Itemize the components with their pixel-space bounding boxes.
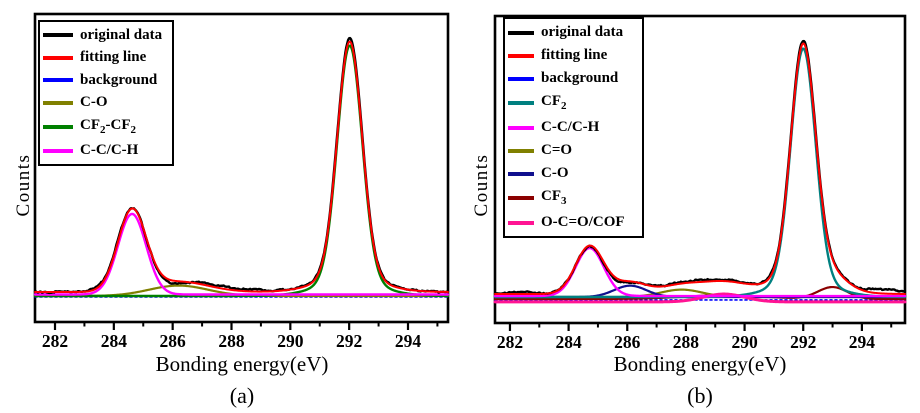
x-tick-label: 294: [395, 331, 422, 351]
x-tick-label: 284: [101, 331, 128, 351]
legend-label: CF2: [541, 93, 567, 112]
x-tick-label: 290: [731, 332, 758, 352]
legend-item: CF2-CF2: [43, 116, 169, 136]
legend-label: C-C/C-H: [541, 119, 600, 135]
x-tick-label: 286: [160, 331, 187, 351]
panel-b-legend: original data fitting line background CF2 C-…: [503, 17, 644, 238]
legend-swatch: [508, 148, 534, 153]
panel-a-plot: 282 284 286 288 290 292 294: [33, 12, 450, 351]
legend-label: background: [541, 70, 619, 86]
legend-swatch: [43, 78, 73, 83]
x-tick-label: 288: [218, 331, 245, 351]
legend-label: fitting line: [541, 47, 608, 63]
legend-label: C=O: [541, 142, 573, 158]
x-tick-label: 292: [336, 331, 362, 351]
series-cf2-cf2: [33, 44, 450, 298]
panel-a-legend: original data fitting line background C-O CF…: [38, 20, 174, 166]
legend-item: CF2: [508, 94, 639, 112]
series-o-c-o-cof: [493, 292, 907, 304]
legend-swatch: [508, 101, 534, 105]
panel-a-xlabel: Bonding energy(eV): [155, 352, 329, 376]
x-tick-label: 286: [614, 332, 641, 352]
legend-item: original data: [43, 26, 169, 43]
series-c-c-c-h: [493, 246, 907, 298]
legend-swatch: [43, 55, 73, 60]
legend-item: C-C/C-H: [508, 120, 639, 135]
panel-a-caption: (a): [229, 383, 255, 408]
legend-item: fitting line: [508, 48, 639, 63]
legend-label: original data: [80, 26, 163, 43]
panel-a: 282 284 286 288 290 292 294 original data fitti…: [13, 12, 450, 408]
legend-swatch: [508, 125, 534, 130]
legend-swatch: [508, 171, 534, 176]
legend-item: background: [508, 71, 639, 86]
x-tick-label: 282: [497, 332, 523, 352]
legend-item: C-O: [508, 166, 639, 181]
panel-b-ylabel: Counts: [471, 153, 492, 217]
legend-label: O-C=O/COF: [541, 214, 625, 230]
x-tick-label: 284: [555, 332, 582, 352]
legend-label: C-C/C-H: [80, 142, 139, 159]
legend-label: CF2-CF2: [80, 116, 136, 136]
legend-swatch: [508, 30, 534, 35]
axes-frame: [493, 14, 907, 325]
legend-swatch: [43, 100, 73, 105]
panel-b-caption: (b): [687, 383, 713, 408]
panel-b: 282 284 286 288 290 292 294 original data fitti…: [460, 0, 920, 413]
legend-swatch: [508, 76, 534, 81]
legend-label: background: [80, 71, 158, 88]
legend-swatch: [508, 220, 534, 225]
axes-frame: [33, 12, 450, 324]
series-fitting-line: [34, 40, 449, 294]
x-tick-label: 292: [790, 332, 816, 352]
panel-b-plot: 282 284 286 288 290 292 294: [493, 14, 907, 352]
legend-item: C-O: [43, 95, 169, 110]
legend-swatch: [43, 33, 73, 38]
legend-item: background: [43, 71, 169, 88]
panel-b-xlabel: Bonding energy(eV): [613, 352, 787, 376]
legend-item: CF3: [508, 189, 639, 207]
legend-label: C-O: [541, 165, 569, 181]
series-fitting-line: [494, 42, 906, 296]
legend-item: original data: [508, 25, 639, 40]
legend-label: C-O: [80, 94, 108, 111]
legend-swatch: [508, 196, 534, 200]
series-c-c-c-h: [33, 212, 450, 296]
legend-swatch: [43, 148, 73, 153]
x-tick-label: 282: [42, 331, 68, 351]
legend-item: C=O: [508, 143, 639, 158]
legend-item: fitting line: [43, 50, 169, 65]
legend-label: fitting line: [80, 49, 147, 66]
legend-label: CF3: [541, 188, 567, 207]
panel-a-ylabel: Counts: [13, 153, 34, 217]
legend-item: O-C=O/COF: [508, 215, 639, 230]
x-tick-label: 290: [277, 331, 304, 351]
x-tick-label: 294: [849, 332, 876, 352]
legend-item: C-C/C-H: [43, 143, 169, 158]
legend-swatch: [508, 53, 534, 58]
legend-label: original data: [541, 24, 624, 40]
legend-swatch: [43, 124, 73, 129]
x-tick-label: 288: [673, 332, 700, 352]
